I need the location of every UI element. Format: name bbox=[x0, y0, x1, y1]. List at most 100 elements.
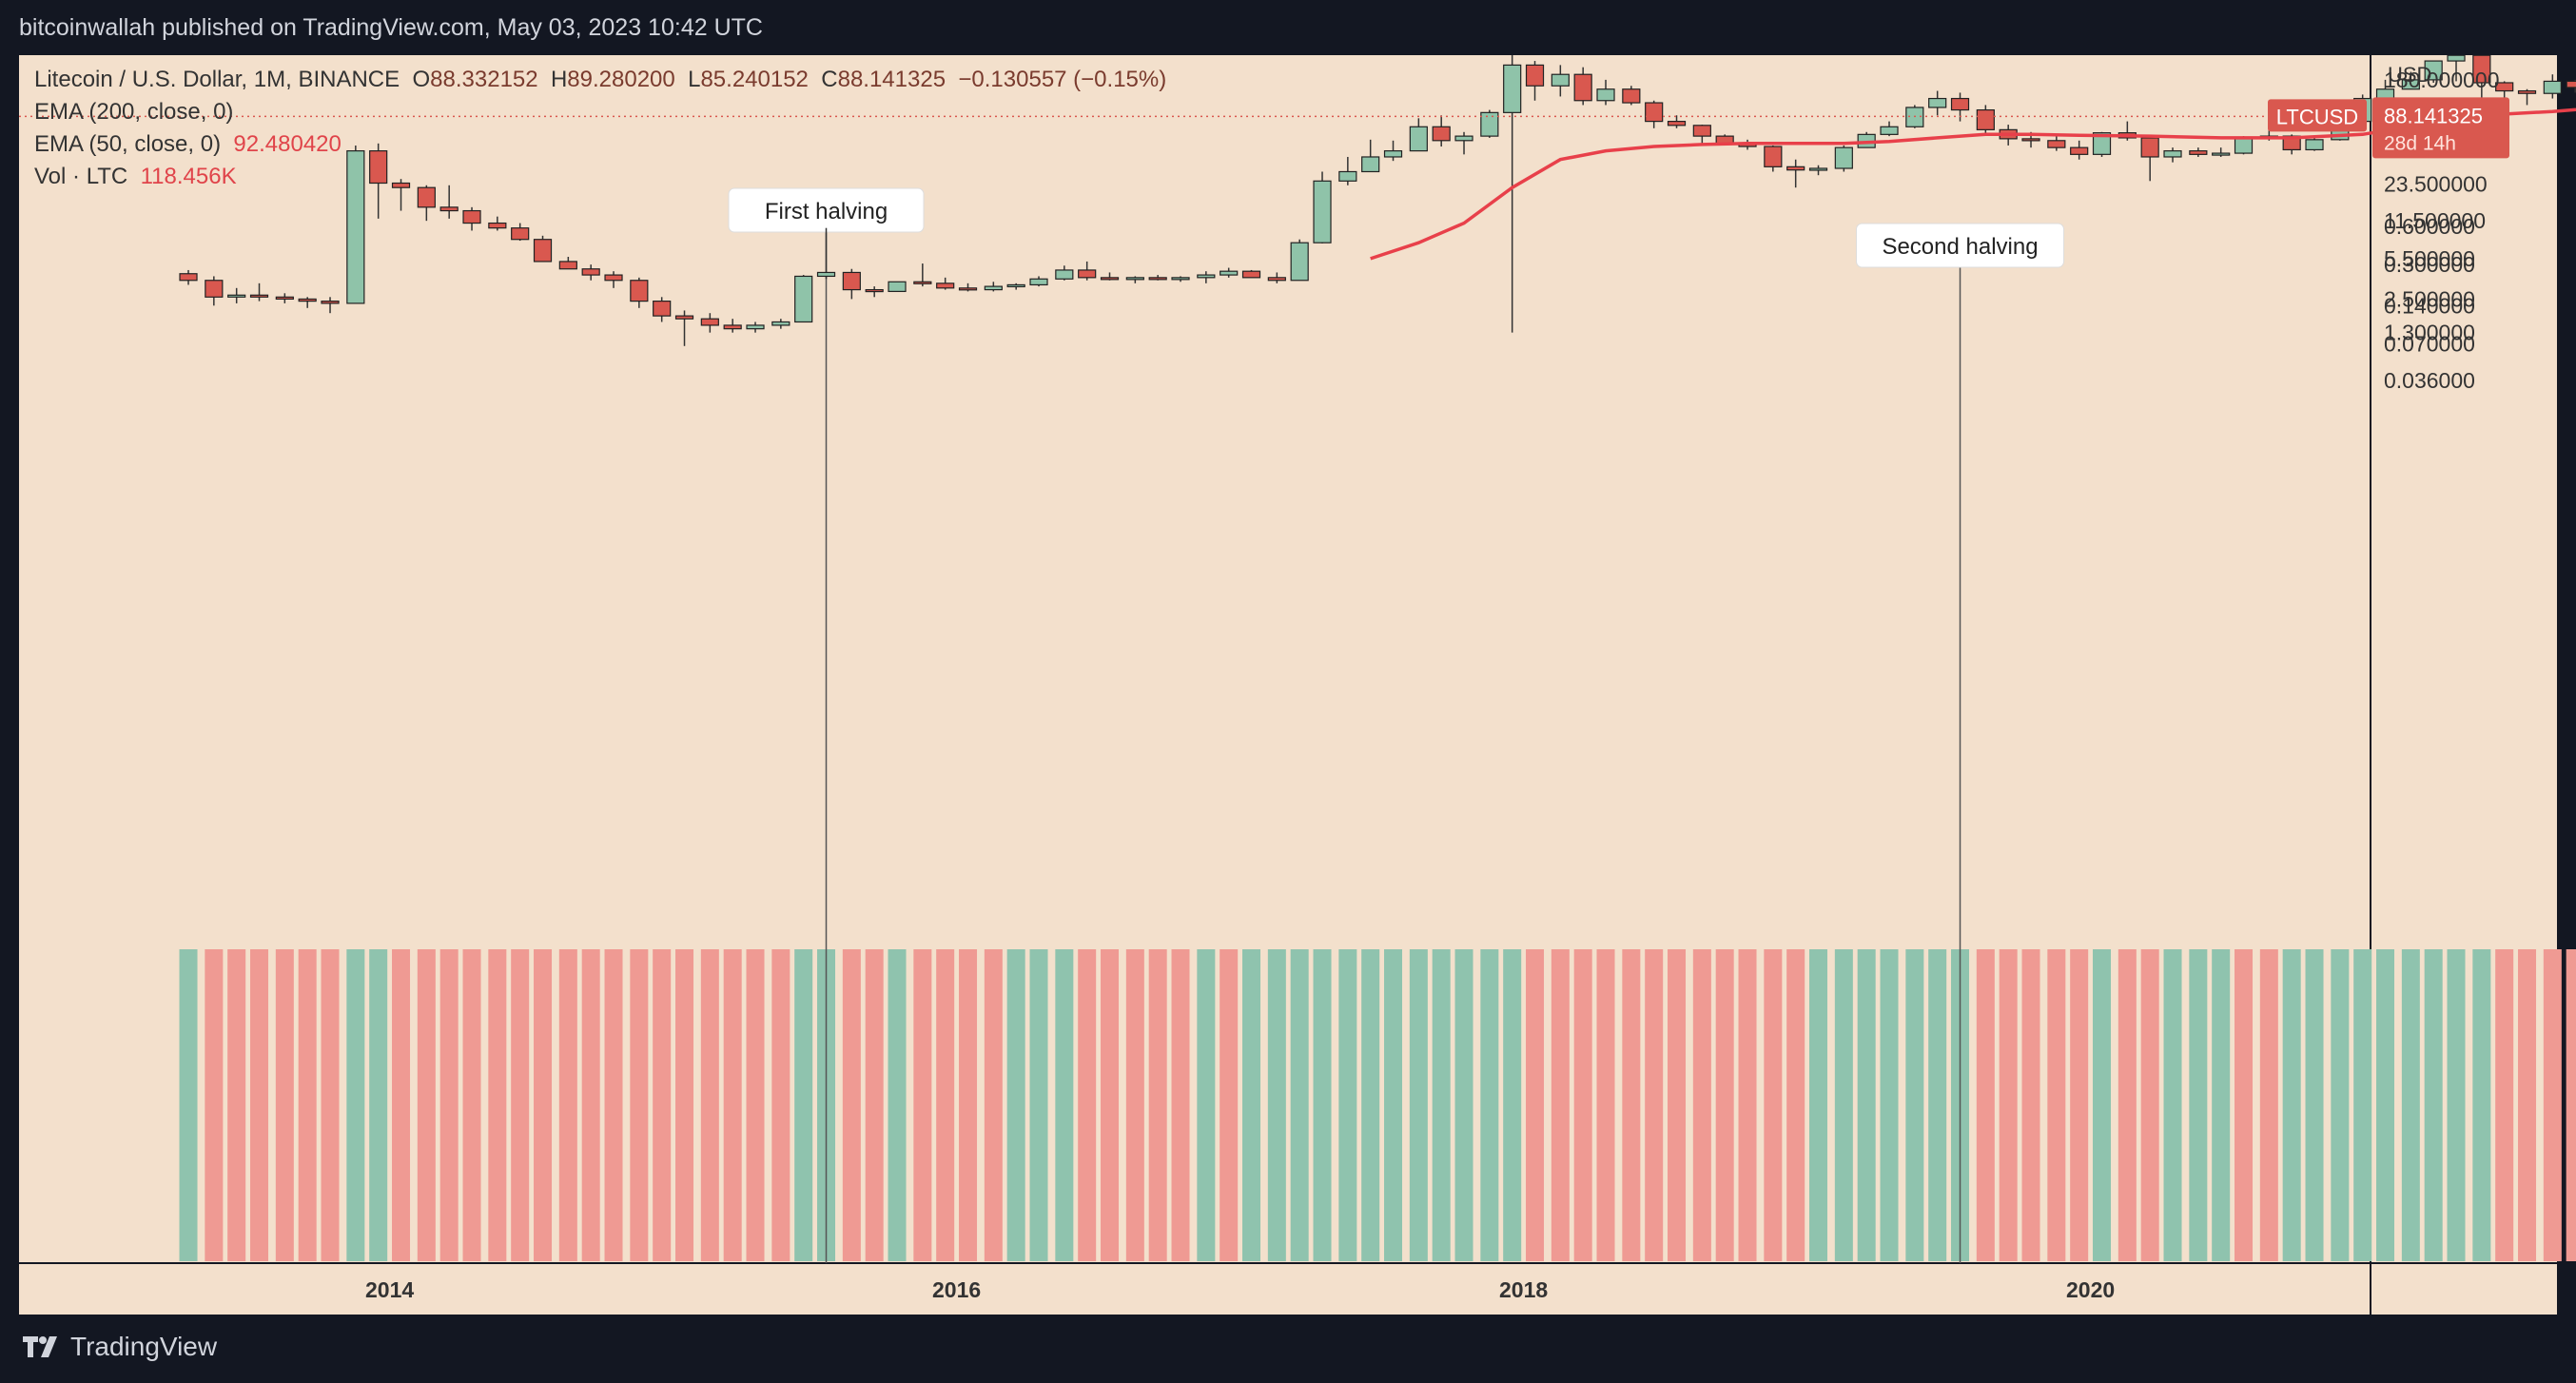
volume-bar bbox=[2259, 949, 2278, 1261]
legend-l-label: L bbox=[688, 67, 701, 92]
volume-bar bbox=[2331, 949, 2350, 1261]
volume-bar bbox=[2305, 949, 2324, 1261]
candle-body bbox=[2070, 146, 2089, 155]
volume-bar bbox=[1454, 949, 1473, 1261]
price-tick: 11.500000 bbox=[2384, 208, 2486, 233]
volume-bar bbox=[1148, 949, 1167, 1261]
volume-bar bbox=[1715, 949, 1734, 1261]
candle-body bbox=[2212, 152, 2231, 156]
vol-value: 118.456K bbox=[140, 164, 237, 189]
ema50-line bbox=[1370, 107, 2576, 261]
volume-bar bbox=[2566, 949, 2576, 1261]
volume-bar bbox=[888, 949, 907, 1261]
candle-body bbox=[1006, 283, 1025, 288]
volume-bar bbox=[1242, 949, 1261, 1261]
candle-body bbox=[794, 275, 813, 323]
volume-bar bbox=[1055, 949, 1074, 1261]
volume-bar bbox=[1313, 949, 1332, 1261]
halving-label: Second halving bbox=[1882, 234, 2038, 260]
volume-bar bbox=[2518, 949, 2537, 1261]
volume-bar bbox=[1857, 949, 1876, 1261]
tradingview-logo[interactable]: TradingView bbox=[21, 1332, 217, 1362]
candle-body bbox=[2305, 139, 2324, 151]
legend-close: 88.141325 bbox=[837, 67, 946, 92]
candle-body bbox=[1551, 73, 1570, 87]
candle-body bbox=[1454, 135, 1473, 142]
last-price-badges: LTCUSD 88.141325 28d 14h bbox=[2268, 97, 2509, 159]
candle-body bbox=[674, 315, 694, 320]
candle-body bbox=[1361, 156, 1380, 173]
price-tick: 1.300000 bbox=[2384, 321, 2475, 345]
symbol-badge bbox=[2268, 99, 2367, 132]
legend-high: 89.280200 bbox=[567, 67, 675, 92]
volume-bar bbox=[2093, 949, 2112, 1261]
legend-volume[interactable]: Vol · LTC 118.456K bbox=[34, 164, 237, 190]
volume-bar bbox=[392, 949, 411, 1261]
candle-body bbox=[1100, 277, 1120, 281]
price-tick: 2.500000 bbox=[2384, 286, 2475, 311]
candle-body bbox=[1409, 126, 1428, 152]
time-tick: 2018 bbox=[1499, 1277, 1548, 1302]
volume-bar bbox=[1220, 949, 1239, 1261]
candle-body bbox=[558, 261, 577, 270]
halving-label: First halving bbox=[765, 199, 888, 224]
volume-bar bbox=[1384, 949, 1403, 1261]
candle-body bbox=[1148, 277, 1167, 281]
candle-body bbox=[488, 222, 507, 229]
volume-bar bbox=[2189, 949, 2208, 1261]
candle-body bbox=[462, 209, 481, 224]
volume-bar bbox=[2353, 949, 2372, 1261]
volume-bar bbox=[794, 949, 813, 1261]
candle-body bbox=[604, 274, 623, 282]
volume-bar bbox=[298, 949, 317, 1261]
time-tick: 2014 bbox=[365, 1277, 414, 1302]
publish-info: bitcoinwallah published on TradingView.c… bbox=[19, 14, 763, 41]
candle-body bbox=[888, 281, 907, 293]
legend-c-label: C bbox=[821, 67, 838, 92]
candle-body bbox=[1622, 88, 1641, 104]
candle-body bbox=[1880, 126, 1899, 135]
volume-bar bbox=[959, 949, 978, 1261]
volume-bar bbox=[771, 949, 790, 1261]
volume-bar bbox=[1171, 949, 1190, 1261]
candle-body bbox=[1645, 102, 1664, 123]
volume-bar bbox=[1738, 949, 1757, 1261]
volume-bar bbox=[1573, 949, 1592, 1261]
candle-body bbox=[2566, 80, 2576, 88]
candle-body bbox=[1171, 277, 1190, 281]
candle-body bbox=[2021, 138, 2040, 142]
volume-bar bbox=[488, 949, 507, 1261]
volume-bars bbox=[179, 949, 2576, 1261]
candle-body bbox=[1220, 270, 1239, 276]
volume-bar bbox=[1622, 949, 1641, 1261]
price-badge-text: 88.141325 bbox=[2384, 104, 2483, 127]
legend-ema50[interactable]: EMA (50, close, 0) 92.480420 bbox=[34, 131, 342, 158]
candle-body bbox=[1834, 146, 1853, 169]
volume-bar bbox=[2495, 949, 2514, 1261]
legend-ema200[interactable]: EMA (200, close, 0) bbox=[34, 99, 233, 126]
candle-body bbox=[865, 288, 884, 293]
candle-body bbox=[298, 298, 317, 302]
candle-body bbox=[700, 318, 719, 326]
candle-body bbox=[913, 281, 932, 284]
candle-body bbox=[439, 206, 459, 212]
legend-symbol: Litecoin / U.S. Dollar, 1M, BINANCE bbox=[34, 67, 400, 92]
volume-bar bbox=[2472, 949, 2491, 1261]
volume-bar bbox=[2070, 949, 2089, 1261]
volume-bar bbox=[2447, 949, 2466, 1261]
volume-bar bbox=[913, 949, 932, 1261]
volume-bar bbox=[534, 949, 553, 1261]
volume-bar bbox=[1668, 949, 1687, 1261]
candle-body bbox=[1290, 242, 1309, 282]
volume-bar bbox=[1029, 949, 1048, 1261]
volume-bar bbox=[1432, 949, 1451, 1261]
volume-bar bbox=[1526, 949, 1545, 1261]
volume-bar bbox=[462, 949, 481, 1261]
candle-body bbox=[1078, 269, 1097, 279]
volume-bar bbox=[1880, 949, 1899, 1261]
volume-bar bbox=[984, 949, 1003, 1261]
legend-o-label: O bbox=[412, 67, 431, 92]
candle-body bbox=[1976, 108, 1995, 130]
